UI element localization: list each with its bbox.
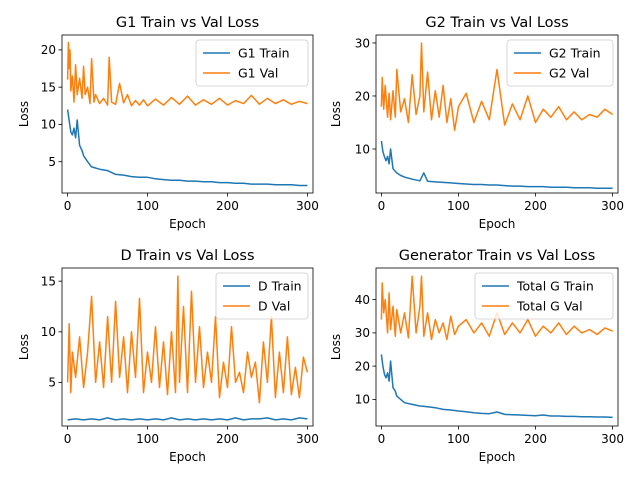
y-tick-label: 15 [41,274,56,288]
legend-label: D Train [258,279,302,294]
y-axis-label: Loss [329,334,343,360]
series-line-train [380,354,613,419]
legend-box [506,39,614,87]
y-tick-label: 30 [355,36,370,50]
axes-frame [61,34,314,194]
x-axis-label: Epoch [479,450,516,464]
y-tick-label: 30 [355,326,370,340]
series-line-train [67,417,308,421]
axes-frame [61,267,314,427]
y-tick-label: 10 [41,325,56,339]
legend-label: Total G Val [516,299,583,314]
series-line-train [380,140,613,189]
legend-box [195,39,309,87]
chart-title: Generator Train vs Val Loss [399,248,596,264]
x-axis-label: Epoch [169,217,206,231]
y-tick-label: 40 [355,293,370,307]
y-axis-label: Loss [17,101,31,127]
legend: G2 Train G2 Val [506,39,614,87]
legend-label: G1 Val [238,66,278,81]
y-tick-label: 10 [355,393,370,407]
x-tick-label: 300 [601,432,624,446]
x-tick-label: 100 [136,199,159,213]
chart-title: G1 Train vs Val Loss [116,15,259,31]
x-axis-label: Epoch [169,450,206,464]
legend-label: D Val [258,299,290,314]
legend-box [215,272,309,320]
x-tick-label: 300 [296,199,319,213]
legend-label: G1 Train [238,46,290,61]
subplot-3: 0 100 200 300 5 10 15 D Train vs Val Loss Epoch L… [17,248,319,464]
y-tick-label: 10 [41,118,56,132]
x-axis-label: Epoch [479,217,516,231]
x-tick-label: 200 [524,432,547,446]
x-tick-label: 100 [136,432,159,446]
y-axis-label: Loss [17,334,31,360]
y-tick-label: 15 [41,80,56,94]
x-tick-label: 100 [447,432,470,446]
series-line-val [66,275,309,404]
x-tick-label: 0 [64,432,72,446]
legend: D Train D Val [215,272,309,320]
y-tick-label: 20 [355,89,370,103]
legend-label: Total G Train [516,279,594,294]
chart-title: G2 Train vs Val Loss [425,15,568,31]
chart-title: D Train vs Val Loss [120,248,254,264]
subplot-2: 0 100 200 300 10 20 30 G2 Train vs Val Loss Epoc… [329,15,624,231]
legend-box [474,272,614,320]
y-axis-label: Loss [329,101,343,127]
y-tick-label: 5 [48,155,56,169]
y-tick-label: 10 [355,142,370,156]
axes-frame [375,267,619,427]
x-tick-label: 100 [447,199,470,213]
x-tick-label: 200 [216,432,239,446]
series-line-val [380,275,613,341]
x-tick-label: 200 [524,199,547,213]
x-tick-label: 300 [296,432,319,446]
subplot-4: 0 100 200 300 10 20 30 40 Generator Train vs Val… [329,248,624,464]
y-tick-label: 20 [355,359,370,373]
x-tick-label: 0 [378,199,386,213]
legend: G1 Train G1 Val [195,39,309,87]
series-line-train [66,109,308,187]
subplot-1: 0 100 200 300 5 10 15 20 G1 Train vs Val Loss Epo… [17,15,319,231]
series-line-val [66,41,308,107]
legend-label: G2 Val [549,66,589,81]
x-tick-label: 0 [64,199,72,213]
axes-frame [375,34,619,194]
series-line-val [380,42,614,132]
x-tick-label: 200 [216,199,239,213]
y-tick-label: 20 [41,43,56,57]
x-tick-label: 0 [378,432,386,446]
legend-label: G2 Train [549,46,601,61]
legend: Total G Train Total G Val [474,272,614,320]
y-tick-label: 5 [48,376,56,390]
x-tick-label: 300 [601,199,624,213]
